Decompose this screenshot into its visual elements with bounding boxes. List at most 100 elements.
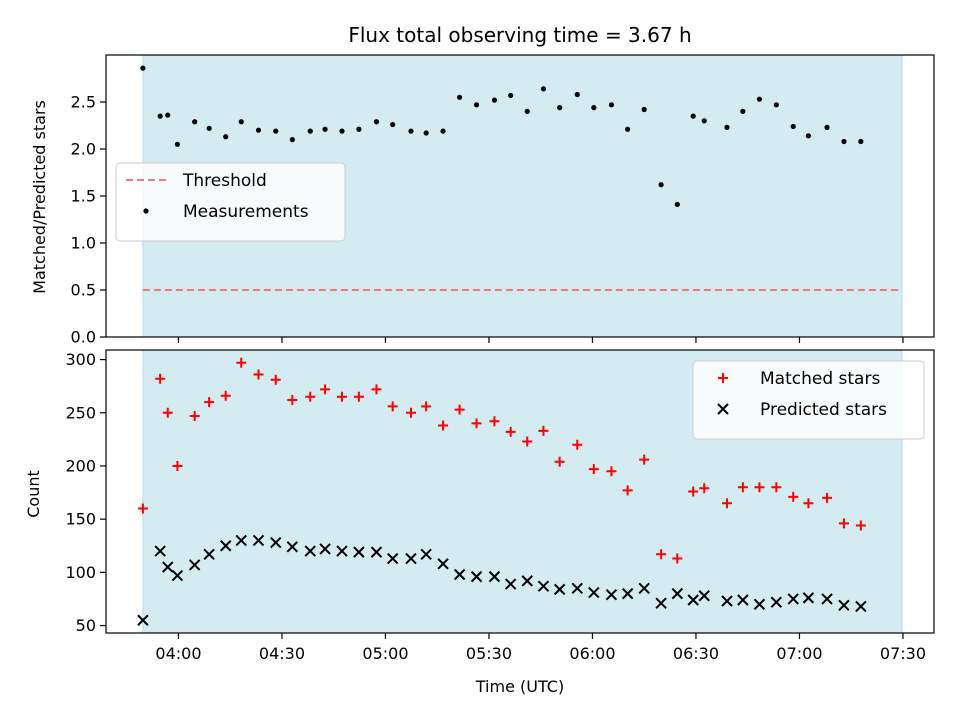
count-panel: 50 100 150 200 250 300 04:00 04:30 05:00 05:30 06:… xyxy=(65,349,935,663)
y-tick-label: 1.0 xyxy=(71,234,96,253)
data-marker xyxy=(287,395,298,406)
legend-box xyxy=(115,162,346,242)
data-point xyxy=(608,102,615,108)
chart-title: Flux total observing time = 3.67 h xyxy=(348,23,691,47)
y-tick-label: 2.0 xyxy=(71,140,96,159)
data-point xyxy=(457,94,463,100)
data-point xyxy=(557,105,563,111)
data-point xyxy=(724,124,730,130)
data-point xyxy=(423,130,429,136)
data-point xyxy=(841,138,847,145)
data-marker xyxy=(554,456,565,467)
data-marker xyxy=(370,546,383,558)
data-marker xyxy=(771,482,782,493)
x-tick-label: 05:00 xyxy=(362,644,408,663)
data-marker xyxy=(803,498,814,509)
data-marker xyxy=(252,534,265,547)
data-point xyxy=(307,128,313,134)
x-tick-label: 04:00 xyxy=(155,644,201,663)
data-marker xyxy=(137,614,149,626)
data-marker xyxy=(454,404,465,415)
data-point xyxy=(192,119,198,125)
x-tick-label: 06:00 xyxy=(569,644,615,663)
legend-label: Matched stars xyxy=(760,369,880,389)
data-marker xyxy=(438,420,449,431)
data-marker xyxy=(838,518,849,529)
data-marker xyxy=(286,541,299,553)
data-marker xyxy=(204,397,215,408)
data-marker xyxy=(522,436,533,447)
data-marker xyxy=(537,580,550,592)
data-point xyxy=(674,201,680,208)
data-marker xyxy=(489,416,500,427)
data-marker xyxy=(521,575,533,587)
data-marker xyxy=(188,559,201,571)
series-predicted-stars xyxy=(137,534,867,626)
data-point xyxy=(701,118,707,124)
y-tick-label: 0.5 xyxy=(71,281,96,300)
data-point xyxy=(658,182,664,188)
data-marker xyxy=(470,570,483,583)
data-marker xyxy=(405,407,416,418)
data-marker xyxy=(189,410,200,421)
series-measurements xyxy=(140,65,864,208)
data-marker xyxy=(621,587,634,600)
data-point xyxy=(165,112,171,118)
data-marker xyxy=(588,464,599,475)
data-point xyxy=(641,106,647,113)
data-marker xyxy=(386,552,399,565)
data-marker xyxy=(172,460,183,471)
legend-label: Predicted stars xyxy=(760,400,887,420)
data-point xyxy=(157,113,163,119)
data-marker xyxy=(453,568,466,581)
x-axis-label: Time (UTC) xyxy=(475,677,564,696)
y-tick-label: 150 xyxy=(65,510,96,529)
data-marker xyxy=(236,357,247,368)
x-tick-label: 05:30 xyxy=(466,644,512,663)
y-axis-label-count: Count xyxy=(24,470,43,518)
data-marker xyxy=(638,582,650,595)
data-marker xyxy=(405,552,417,565)
x-tick-label: 04:30 xyxy=(259,644,305,663)
data-point xyxy=(524,108,530,114)
data-marker xyxy=(855,600,867,613)
legend-label: Threshold xyxy=(182,171,267,191)
data-marker xyxy=(253,369,264,380)
legend-swatch xyxy=(717,403,729,415)
legend-box xyxy=(692,360,925,440)
data-marker xyxy=(471,418,482,429)
data-marker xyxy=(371,384,382,395)
data-marker xyxy=(605,588,618,601)
data-point xyxy=(238,119,244,125)
data-marker xyxy=(553,583,566,596)
data-marker xyxy=(171,569,184,582)
data-marker xyxy=(687,594,699,606)
data-point xyxy=(805,133,812,139)
data-marker xyxy=(538,425,549,436)
data-point xyxy=(356,126,362,132)
data-point xyxy=(223,134,229,140)
data-marker xyxy=(606,466,617,477)
data-marker xyxy=(235,534,247,547)
data-marker xyxy=(639,454,650,465)
data-marker xyxy=(838,599,850,612)
data-marker xyxy=(788,491,799,502)
ratio-panel: 0.0 0.5 1.0 1.5 2.0 2.5 Threshold Measurements xyxy=(71,54,935,347)
data-marker xyxy=(304,545,316,557)
data-marker xyxy=(320,384,331,395)
data-marker xyxy=(162,407,173,418)
y-tick-label: 1.5 xyxy=(71,187,96,206)
data-marker xyxy=(421,401,432,412)
legend-swatch xyxy=(718,373,728,383)
data-point xyxy=(756,96,763,102)
data-point xyxy=(140,65,146,71)
data-marker xyxy=(855,520,866,531)
data-point xyxy=(591,105,597,111)
legend-label: Measurements xyxy=(183,202,309,222)
data-marker xyxy=(353,546,365,558)
data-marker xyxy=(737,482,748,493)
y-tick-label: 2.5 xyxy=(71,93,96,112)
data-marker xyxy=(688,486,699,497)
data-marker xyxy=(770,596,783,608)
